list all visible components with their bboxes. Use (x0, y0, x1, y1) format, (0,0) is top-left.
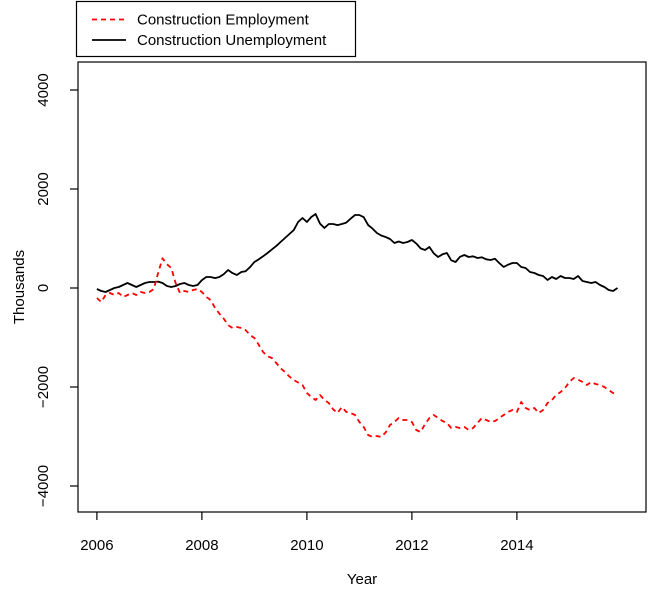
legend: Construction Employment Construction Une… (75, 0, 357, 58)
plot-box (77, 61, 647, 513)
unemployment-series-line (96, 213, 619, 293)
y-tick-label: −4000 (35, 465, 52, 507)
x-tick-label: 2010 (290, 537, 323, 554)
x-axis-title: Year (347, 571, 377, 588)
y-tick-label: 4000 (35, 73, 52, 106)
x-axis: 2006 2008 2010 2012 2014 (80, 512, 534, 554)
y-tick-label: −2000 (35, 366, 52, 408)
y-axis-title: Thousands (11, 250, 28, 324)
x-tick-label: 2006 (80, 537, 113, 554)
x-tick-label: 2014 (500, 537, 533, 554)
legend-label-unemployment: Construction Unemployment (137, 32, 327, 49)
x-tick-label: 2008 (185, 537, 218, 554)
legend-box (75, 0, 357, 58)
y-tick-label: 0 (35, 284, 52, 292)
legend-label-employment: Construction Employment (137, 12, 310, 29)
y-axis: −4000 −2000 0 2000 4000 (35, 73, 78, 507)
y-tick-label: 2000 (35, 172, 52, 205)
x-tick-label: 2012 (395, 537, 428, 554)
series-group (96, 213, 619, 438)
employment-series-line (96, 257, 618, 438)
